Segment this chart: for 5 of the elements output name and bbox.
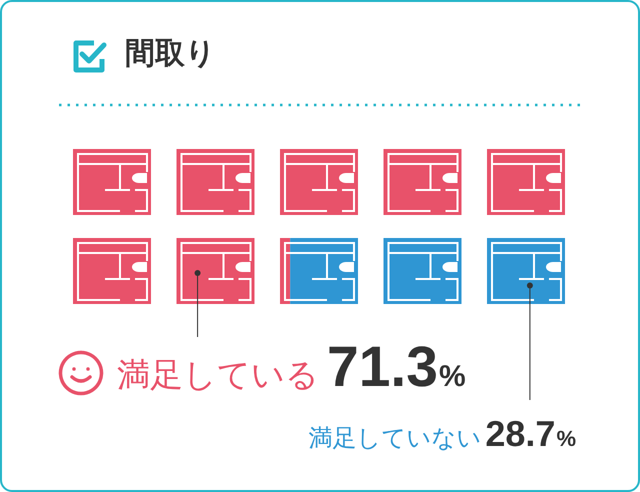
text: 間取り xyxy=(125,35,216,73)
category-label: 満足している xyxy=(117,355,319,394)
data-label: 28.7% xyxy=(485,413,576,454)
category-label: 満足していない xyxy=(308,424,482,452)
data-label: 71.3% xyxy=(327,335,466,399)
